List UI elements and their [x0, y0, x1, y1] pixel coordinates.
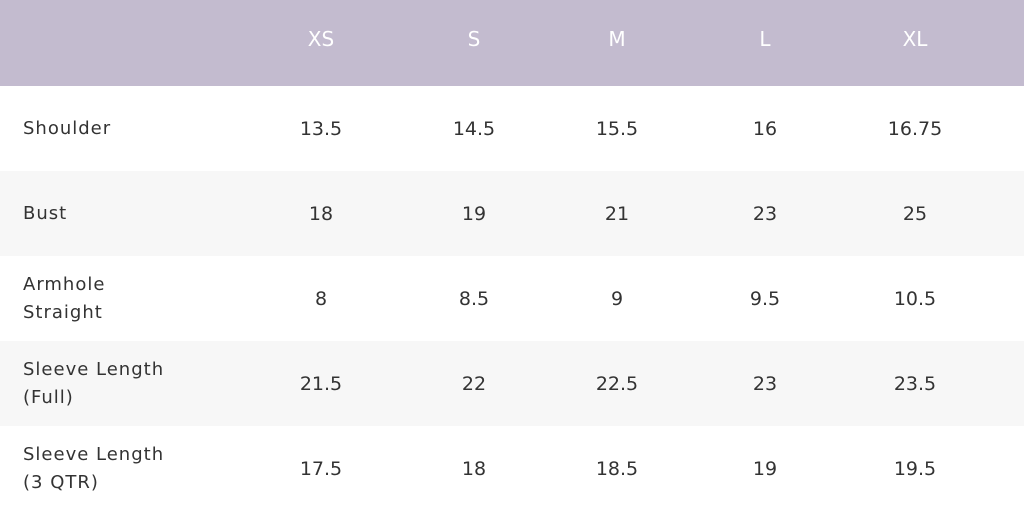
table-cell: 23	[752, 202, 778, 225]
row-label: Bust	[23, 171, 67, 256]
table-cell: 15.5	[595, 117, 639, 140]
table-cell: 16.75	[887, 117, 943, 140]
table-cell: 19	[752, 457, 778, 480]
table-cell: 10.5	[893, 287, 937, 310]
row-label-line: Sleeve Length	[23, 443, 165, 465]
header-row: XS S M L XL	[0, 0, 1024, 86]
table-cell: 16	[752, 117, 778, 140]
table-row: Sleeve Length (Full) 21.5 22 22.5 23 23.5	[0, 341, 1024, 426]
table-cell: 17.5	[299, 457, 343, 480]
table-row: Armhole Straight 8 8.5 9 9.5 10.5	[0, 256, 1024, 341]
row-label-line: Armhole	[23, 273, 106, 295]
row-label: Shoulder	[23, 86, 111, 171]
table-row: Bust 18 19 21 23 25	[0, 171, 1024, 256]
table-cell: 22	[461, 372, 487, 395]
table-cell: 9	[610, 287, 624, 310]
row-label: Armhole Straight	[23, 256, 105, 341]
row-label-line: Sleeve Length	[23, 358, 165, 380]
row-label-line: Bust	[23, 202, 68, 224]
row-label-line: (Full)	[23, 386, 74, 408]
column-header: L	[759, 27, 771, 51]
table-cell: 23.5	[893, 372, 937, 395]
table-cell: 8.5	[458, 287, 490, 310]
table-cell: 25	[902, 202, 928, 225]
table-cell: 14.5	[452, 117, 496, 140]
table-cell: 9.5	[749, 287, 781, 310]
row-label-line: Shoulder	[23, 117, 112, 139]
column-header: XL	[902, 27, 928, 51]
column-header: XS	[307, 27, 335, 51]
column-header: S	[467, 27, 481, 51]
column-header: M	[608, 27, 626, 51]
table-cell: 18	[461, 457, 487, 480]
table-cell: 22.5	[595, 372, 639, 395]
table-row: Shoulder 13.5 14.5 15.5 16 16.75	[0, 86, 1024, 171]
table-cell: 19.5	[893, 457, 937, 480]
row-label-line: Straight	[23, 301, 103, 323]
table-cell: 19	[461, 202, 487, 225]
table-cell: 23	[752, 372, 778, 395]
table-cell: 13.5	[299, 117, 343, 140]
table-cell: 18	[308, 202, 334, 225]
table-cell: 21.5	[299, 372, 343, 395]
table-cell: 21	[604, 202, 630, 225]
row-label: Sleeve Length (3 QTR)	[23, 426, 164, 511]
row-label: Sleeve Length (Full)	[23, 341, 164, 426]
table-cell: 8	[314, 287, 328, 310]
table-cell: 18.5	[595, 457, 639, 480]
table-row: Sleeve Length (3 QTR) 17.5 18 18.5 19 19.5	[0, 426, 1024, 511]
row-label-line: (3 QTR)	[23, 471, 99, 493]
